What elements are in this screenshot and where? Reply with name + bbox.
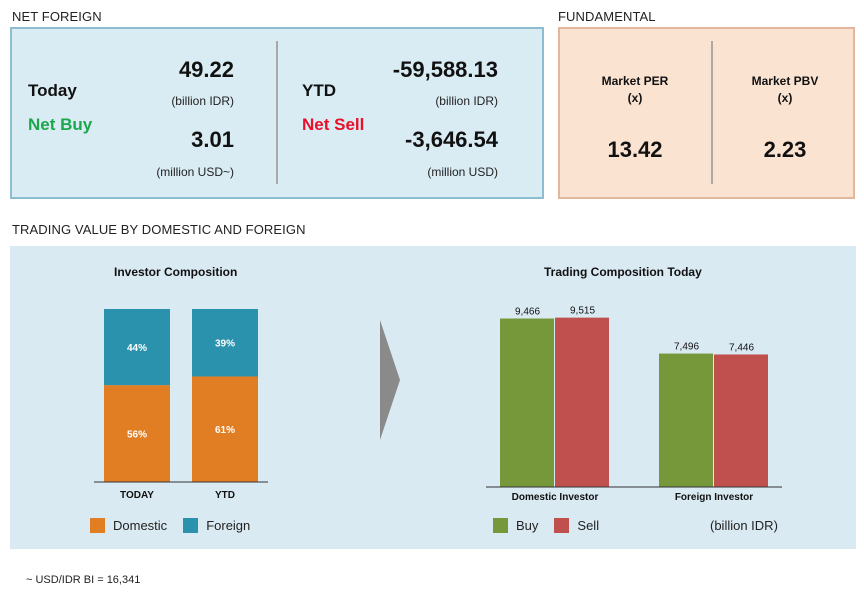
market-pbv-label-line2: (x) [777, 91, 793, 105]
net-foreign-section-label: NET FOREIGN [12, 9, 102, 24]
ytd-status-label: Net Sell [302, 115, 365, 134]
legend-swatch-sell [554, 518, 570, 533]
fundamental-divider [711, 41, 713, 184]
today-usd-unit: (million USD~) [156, 165, 234, 179]
market-pbv-label-line1: Market PBV [751, 74, 819, 88]
trading-panel: Investor Composition Trading Composition… [10, 246, 856, 549]
bar-buy-foreign-investor [659, 353, 713, 487]
chevron-right-icon [380, 320, 400, 440]
trading-charts-svg: 56% 44% TODAY 61% 39% YTD 9,466 9,515 Domestic I… [94, 306, 782, 503]
trading-unit-note: (billion IDR) [710, 518, 778, 533]
legend-swatch-foreign [183, 518, 199, 533]
legend-swatch-domestic [90, 518, 105, 533]
investor-composition-legend: Domestic Foreign [90, 518, 266, 533]
bar-sell-domestic-investor [555, 317, 609, 487]
legend-label-buy: Buy [516, 518, 539, 533]
trading-section-label: TRADING VALUE BY DOMESTIC AND FOREIGN [12, 222, 306, 237]
market-per-label-line2: (x) [627, 91, 643, 105]
exchange-rate-footnote: ~ USD/IDR BI = 16,341 [26, 574, 141, 586]
legend-item-buy: Buy [493, 518, 538, 533]
legend-label-sell: Sell [577, 518, 600, 533]
today-period-label: Today [28, 81, 77, 100]
market-pbv-label: Market PBV (x) [710, 73, 860, 107]
data-label-sell-foreign-investor: 7,446 [729, 342, 754, 353]
today-usd-value: 3.01 [191, 127, 234, 152]
ytd-period-label: YTD [302, 81, 336, 100]
tick-label-ytd: YTD [215, 490, 235, 501]
today-idr-value: 49.22 [178, 57, 234, 82]
ytd-usd-value: -3,646.54 [405, 127, 498, 152]
today-idr-unit: (billion IDR) [171, 94, 234, 108]
fundamental-panel: Market PER (x) 13.42 Market PBV (x) 2.23 [558, 27, 855, 199]
bar-domestic-today [104, 385, 170, 482]
fundamental-section-label: FUNDAMENTAL [558, 9, 656, 24]
market-per-label: Market PER (x) [560, 73, 710, 107]
trading-composition-legend: Buy Sell [493, 518, 615, 533]
trading-composition-title: Trading Composition Today [544, 265, 702, 279]
tick-label-domestic-investor: Domestic Investor [512, 492, 599, 503]
market-per-value: 13.42 [607, 137, 663, 162]
data-label-buy-foreign-investor: 7,496 [674, 342, 699, 353]
bar-sell-foreign-investor [714, 354, 768, 487]
market-pbv-value: 2.23 [763, 137, 807, 162]
bar-foreign-today [104, 309, 170, 386]
legend-label-foreign: Foreign [206, 518, 251, 533]
legend-item-sell: Sell [554, 518, 599, 533]
net-foreign-panel: Today Net Buy 49.22 (billion IDR) 3.01 (… [10, 27, 544, 199]
legend-item-foreign: Foreign [183, 518, 250, 533]
market-per-label-line1: Market PER [601, 74, 669, 88]
data-label-buy-domestic-investor: 9,466 [515, 307, 540, 318]
today-status-label: Net Buy [28, 115, 93, 134]
data-label-domestic-today: 56% [127, 430, 147, 441]
bar-foreign-ytd [192, 309, 258, 377]
ytd-usd-unit: (million USD) [427, 165, 498, 179]
legend-swatch-buy [493, 518, 508, 533]
tick-label-foreign-investor: Foreign Investor [675, 492, 753, 503]
data-label-domestic-ytd: 61% [215, 425, 235, 436]
data-label-foreign-ytd: 39% [215, 339, 235, 350]
legend-item-domestic: Domestic [90, 518, 167, 533]
ytd-idr-value: -59,588.13 [392, 57, 498, 82]
bar-buy-domestic-investor [500, 318, 554, 487]
ytd-idr-unit: (billion IDR) [435, 94, 498, 108]
net-foreign-divider [276, 41, 278, 184]
data-label-sell-domestic-investor: 9,515 [570, 306, 595, 317]
tick-label-today: TODAY [120, 490, 154, 501]
legend-label-domestic: Domestic [113, 518, 168, 533]
bar-domestic-ytd [192, 376, 258, 482]
data-label-foreign-today: 44% [127, 343, 147, 354]
investor-composition-title: Investor Composition [114, 265, 238, 279]
